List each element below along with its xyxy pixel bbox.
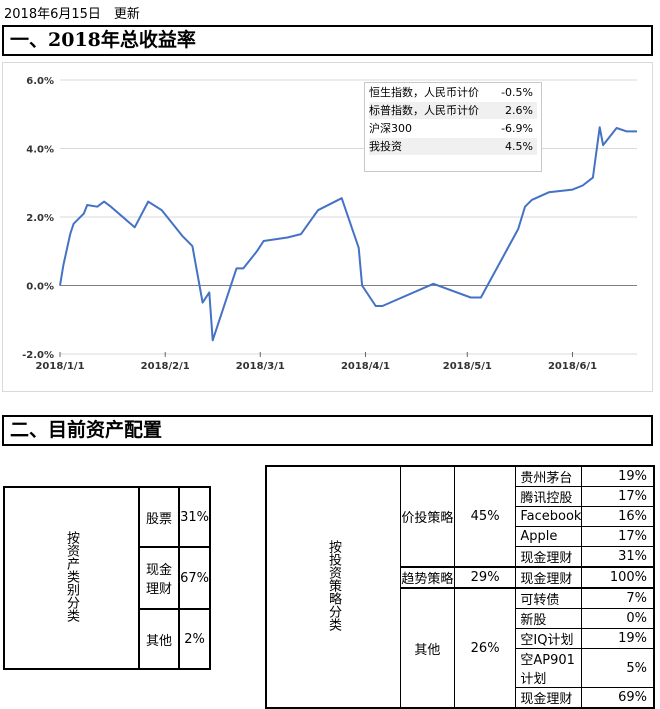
legend-item: 标普指数，人民币计价 2.6% [369,102,537,119]
holding-name: 现金理财 [515,566,583,589]
strategy-header: 按投资策略分类 [265,465,401,709]
asset-class-pct: 31% [178,486,211,548]
strategy-name: 其他 [400,587,455,709]
x-tick-label: 2018/6/1 [548,361,597,372]
holding-pct: 19% [581,465,655,487]
strategy-pct: 45% [453,465,517,568]
table-row: 现金理财 31% [266,546,655,568]
holding-name: 空IQ计划 [515,628,583,649]
asset-class-name: 股票 [137,486,181,548]
table-row: 空AP901计划 5% [266,648,655,688]
chart-frame [2,62,653,392]
legend-item: 沪深300 -6.9% [369,120,537,137]
y-tick-label: 4.0% [26,145,54,156]
x-tick-label: 2018/2/1 [141,361,190,372]
series-line [59,126,637,342]
legend-label: 标普指数，人民币计价 [369,104,479,117]
holding-pct: 7% [581,587,655,609]
x-tick-label: 2018/5/1 [443,361,492,372]
asset-class-header: 按资产类别分类 [3,486,140,670]
table-row: 空IQ计划 19% [266,628,655,649]
asset-class-name: 其他 [137,608,181,670]
legend-value: 4.5% [505,140,533,153]
holding-name: 现金理财 [515,546,583,568]
asset-class-table: 按资产类别分类 股票 31% 现金理财 67% 其他 2% [3,486,211,670]
y-tick-label: 2.0% [26,213,54,224]
holding-pct: 19% [581,628,655,649]
strategy-table: 按投资策略分类 价投策略 45% 贵州茅台 19% 腾讯控股 17% Faceb… [265,465,655,709]
strategy-name: 趋势策略 [400,566,455,589]
holding-name: Facebook [515,506,583,527]
table-row: 其他 2% [4,608,211,670]
y-tick-label: 6.0% [26,76,54,87]
strategy-pct: 29% [453,566,517,589]
legend-label: 恒生指数，人民币计价 [369,86,479,99]
section-title-returns: 一、2018年总收益率 [2,25,653,56]
x-tick-label: 2018/1/1 [35,361,84,372]
chart-legend: 恒生指数，人民币计价 -0.5% 标普指数，人民币计价 2.6% 沪深300 -… [364,82,542,172]
holding-pct: 17% [581,486,655,507]
y-tick-label: 0.0% [26,282,54,293]
legend-label: 我投资 [369,140,402,153]
holding-name: 贵州茅台 [515,465,583,487]
update-date: 2018年6月15日 更新 [4,7,140,22]
asset-class-pct: 2% [178,608,211,670]
legend-item: 恒生指数，人民币计价 -0.5% [369,84,537,101]
legend-value: -0.5% [501,86,533,99]
section-title-allocation: 二、目前资产配置 [2,415,653,446]
legend-label: 沪深300 [369,122,412,135]
x-tick-label: 2018/3/1 [236,361,285,372]
y-tick-label: -2.0% [22,350,54,361]
holding-pct: 5% [581,648,655,688]
table-row: Facebook 16% [266,506,655,527]
holding-name: Apple [515,526,583,547]
holding-pct: 100% [581,566,655,589]
holding-pct: 0% [581,608,655,629]
x-tick-label: 2018/4/1 [341,361,390,372]
strategy-name: 价投策略 [400,465,455,568]
table-row: Apple 17% [266,526,655,547]
holding-pct: 17% [581,526,655,547]
table-row: 腾讯控股 17% [266,486,655,507]
table-row: 其他 26% 可转债 7% [266,587,655,709]
holding-name: 腾讯控股 [515,486,583,507]
holding-name: 空AP901计划 [515,648,583,688]
table-row: 现金理财 67% [4,546,211,610]
table-row: 按投资策略分类 价投策略 45% 贵州茅台 19% [265,465,655,709]
asset-class-name: 现金理财 [137,546,181,610]
holding-name: 可转债 [515,587,583,609]
asset-class-pct: 67% [178,546,211,610]
holding-pct: 16% [581,506,655,527]
holding-name: 新股 [515,608,583,629]
legend-item: 我投资 4.5% [369,138,537,155]
legend-value: 2.6% [505,104,533,117]
strategy-pct: 26% [453,587,517,709]
table-row: 趋势策略 29% 现金理财 100% [266,566,655,589]
holding-pct: 31% [581,546,655,568]
table-row: 新股 0% [266,608,655,629]
legend-value: -6.9% [501,122,533,135]
returns-line-chart: -2.0% 0.0% 2.0% 4.0% 6.0% 2018/1/1 2018/2/1 201… [22,76,637,372]
table-row: 按资产类别分类 股票 31% [3,486,211,670]
